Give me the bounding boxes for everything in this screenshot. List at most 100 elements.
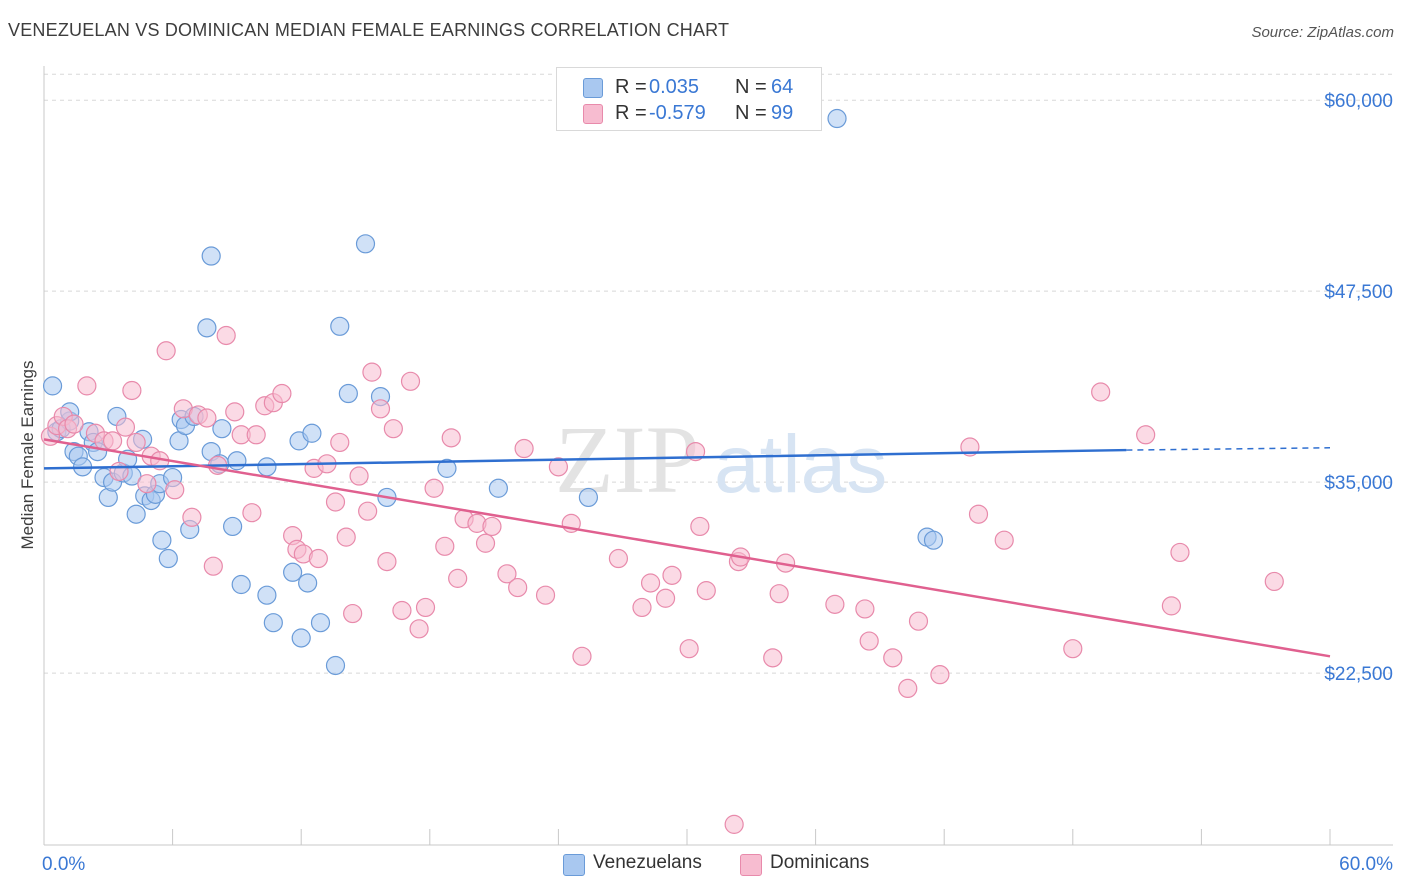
dominican-point <box>415 597 436 618</box>
dominican-point <box>679 639 699 659</box>
legend-r-label: R = <box>615 102 647 124</box>
dominican-point <box>1170 542 1190 563</box>
dominican-point <box>400 371 421 391</box>
dominican-point <box>156 341 176 361</box>
dominican-point <box>325 492 346 512</box>
dominican-point <box>696 581 716 601</box>
dominican-point <box>377 551 397 572</box>
source-label: Source: ZipAtlas.com <box>1251 24 1394 41</box>
dominican-point <box>362 362 382 382</box>
venezuelan-point <box>923 530 944 550</box>
watermark: ZIP atlas <box>555 406 887 513</box>
dominican-point <box>330 432 350 453</box>
venezuelan-point <box>263 613 283 633</box>
venezuelan-point <box>223 516 243 537</box>
venezuelan-point <box>231 574 251 595</box>
dominican-point <box>441 428 461 448</box>
dominican-point <box>272 383 292 404</box>
legend-row-dominicans: R = -0.579 N = 99 <box>557 100 821 128</box>
dominican-point <box>662 565 682 585</box>
y-tick-label: $47,500 <box>1324 282 1393 303</box>
dominican-point <box>336 527 356 547</box>
venezuelan-point <box>126 504 146 524</box>
x-tick-label-max: 60.0% <box>1339 854 1393 875</box>
chart-title: VENEZUELAN VS DOMINICAN MEDIAN FEMALE EA… <box>8 20 730 40</box>
y-tick-label: $22,500 <box>1324 664 1393 685</box>
dominican-point <box>102 431 123 451</box>
venezuelan-point <box>152 530 172 550</box>
dominican-point <box>968 504 989 524</box>
dominican-point <box>242 503 262 523</box>
legend-r-value: -0.579 <box>649 102 706 124</box>
dominican-point <box>763 648 783 668</box>
legend-r-value: 0.035 <box>649 76 700 98</box>
dominican-point <box>137 474 157 494</box>
correlation-legend: R = 0.035 N = 64 R = -0.579 N = 99 <box>556 67 822 131</box>
legend-n-label: N = <box>735 102 767 124</box>
venezuelan-point <box>355 234 376 254</box>
venezuelan-point <box>158 548 178 569</box>
venezuelan-point <box>298 573 318 593</box>
dominican-point <box>182 507 202 527</box>
dominican-point <box>435 536 455 556</box>
dominican-point <box>655 588 676 608</box>
venezuelan-point <box>257 457 277 477</box>
legend-r-label: R = <box>615 76 647 98</box>
legend-n-label: N = <box>735 76 767 98</box>
dominican-point <box>165 480 185 500</box>
dominican-point <box>508 577 528 598</box>
dominican-point <box>115 417 136 437</box>
dominican-point <box>908 611 929 631</box>
dominicans-points <box>40 325 1284 834</box>
dominican-point <box>203 556 223 576</box>
venezuelan-point <box>201 246 221 266</box>
dominican-point <box>632 597 652 618</box>
dominican-point <box>855 599 875 619</box>
legend-swatch-dominicans <box>740 854 762 876</box>
dominican-point <box>1161 596 1181 616</box>
legend-label-venezuelans: Venezuelans <box>593 852 702 873</box>
dominican-point <box>859 631 879 651</box>
dominican-point <box>769 584 789 604</box>
dominican-point <box>1136 425 1156 445</box>
dominican-point <box>475 533 496 553</box>
dominican-point <box>370 399 391 419</box>
dominican-point <box>197 408 217 428</box>
venezuelan-point <box>325 655 346 676</box>
dominican-point <box>122 380 142 401</box>
dominican-point <box>825 594 845 614</box>
venezuelan-point <box>827 108 847 129</box>
legend-label-dominicans: Dominicans <box>770 852 870 873</box>
venezuelans-points <box>42 108 944 676</box>
dominican-point <box>548 457 569 477</box>
legend-swatch-venezuelans <box>563 854 585 876</box>
venezuelan-point <box>338 383 358 404</box>
dominican-point <box>409 619 429 639</box>
dominican-point <box>77 376 97 396</box>
venezuelan-point <box>197 318 217 338</box>
watermark-atlas: atlas <box>714 419 887 510</box>
dominican-point <box>383 419 403 439</box>
venezuelan-point <box>302 423 322 443</box>
venezuelan-point <box>437 458 457 478</box>
venezuelan-point <box>257 585 277 605</box>
dominican-point <box>358 501 378 521</box>
dominican-point <box>1091 382 1111 402</box>
dominican-point <box>64 414 84 434</box>
dominican-point <box>392 600 412 621</box>
dominican-point <box>608 548 629 569</box>
dominican-point <box>535 585 556 605</box>
legend-swatch-dominicans <box>583 104 603 124</box>
legend-n-value: 64 <box>771 76 794 98</box>
venezuelan-point <box>330 316 350 336</box>
dominican-point <box>308 548 328 569</box>
dominican-point <box>448 568 468 588</box>
y-tick-label: $35,000 <box>1324 473 1393 494</box>
y-tick-label: $60,000 <box>1324 91 1393 112</box>
venezuelan-point <box>283 562 303 582</box>
legend-swatch-venezuelans <box>583 78 603 98</box>
venezuelan-point <box>212 419 232 439</box>
dominican-point <box>225 402 245 422</box>
dominican-point <box>514 438 534 459</box>
dominican-point <box>126 432 146 453</box>
